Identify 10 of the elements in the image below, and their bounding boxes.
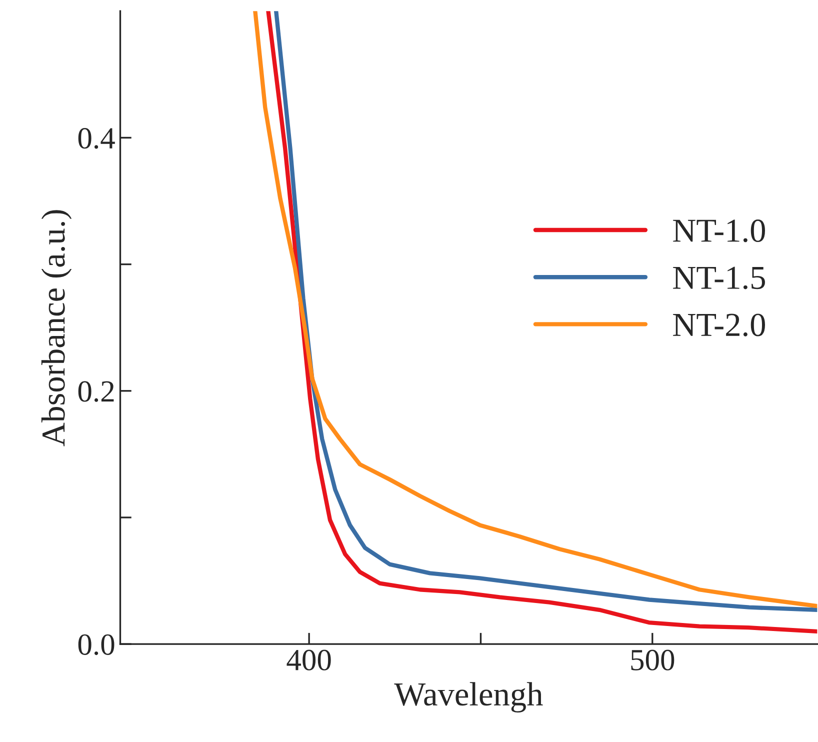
y-axis-title: Absorbance (a.u.): [41, 210, 72, 446]
y-tick-label: 0.2: [78, 381, 114, 402]
legend-label: NT-2.0: [673, 314, 766, 336]
y-tick-label: 0.0: [78, 634, 114, 656]
x-tick-label: 500: [631, 650, 674, 670]
x-tick-label: 400: [286, 650, 331, 670]
legend-label: NT-1.5: [673, 266, 765, 290]
legend-label: NT-1.0: [673, 220, 766, 242]
x-axis-title: Wavelengh: [394, 682, 543, 713]
y-tick-label: 0.4: [78, 128, 115, 149]
